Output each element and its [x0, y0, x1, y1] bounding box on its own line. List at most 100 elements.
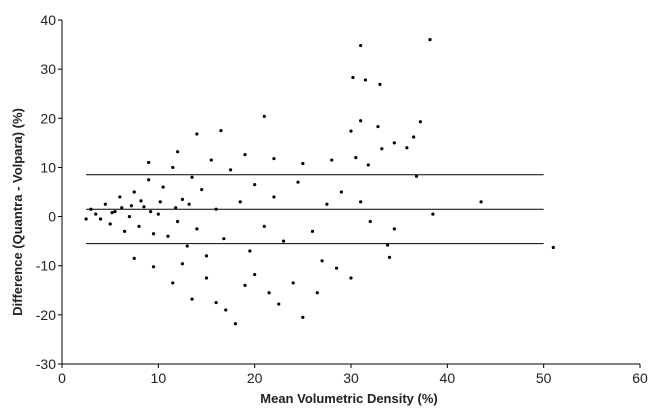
data-point — [204, 254, 209, 258]
data-point — [405, 146, 409, 150]
data-point — [243, 153, 247, 157]
data-point — [187, 202, 191, 206]
data-point — [296, 180, 300, 184]
data-point — [392, 227, 396, 231]
data-point — [414, 174, 419, 178]
data-point — [219, 128, 223, 133]
data-point — [267, 291, 271, 295]
data-point — [551, 245, 555, 250]
data-point — [209, 158, 213, 162]
data-point — [147, 178, 151, 182]
data-point — [368, 219, 372, 224]
data-point — [366, 163, 370, 167]
data-point — [325, 202, 329, 206]
data-point — [238, 200, 242, 204]
data-point — [156, 212, 160, 216]
data-point — [171, 165, 175, 170]
data-point — [84, 217, 88, 221]
data-point — [94, 212, 98, 216]
data-point — [195, 132, 199, 136]
data-point — [380, 147, 384, 151]
data-point — [158, 200, 162, 204]
data-point — [351, 75, 355, 80]
data-point — [132, 256, 136, 260]
data-point — [334, 266, 339, 270]
x-tick-label: 30 — [343, 370, 359, 386]
data-point — [110, 211, 114, 215]
data-point — [315, 291, 319, 295]
y-tick-label: 10 — [40, 159, 56, 175]
data-point — [412, 135, 416, 139]
data-point — [386, 243, 390, 247]
data-point — [151, 265, 156, 269]
data-point — [253, 272, 257, 277]
data-point — [376, 125, 380, 129]
data-point — [176, 219, 180, 224]
data-point — [272, 195, 276, 199]
data-point — [301, 315, 305, 319]
data-point — [431, 212, 435, 216]
data-point — [185, 244, 189, 248]
data-point — [359, 43, 363, 48]
data-point — [349, 129, 353, 133]
data-point — [330, 158, 334, 162]
data-point — [248, 249, 252, 253]
data-point — [129, 204, 133, 208]
y-axis-title: Difference (Quantra - Volpara) (%) — [10, 108, 25, 316]
data-point — [89, 207, 93, 211]
data-point — [108, 222, 112, 226]
data-point — [418, 120, 422, 124]
data-point — [190, 175, 194, 179]
data-point — [204, 276, 209, 280]
data-point — [118, 195, 122, 199]
data-point — [214, 300, 218, 305]
x-axis-title: Mean Volumetric Density (%) — [260, 391, 437, 406]
data-point — [142, 205, 146, 209]
data-point — [120, 206, 124, 210]
data-point — [253, 183, 257, 187]
y-tick-label: -20 — [36, 307, 56, 323]
x-tick-label: 60 — [632, 370, 648, 386]
data-point — [195, 227, 199, 231]
data-point — [363, 78, 368, 82]
data-point — [479, 200, 483, 204]
data-point — [428, 38, 432, 42]
x-tick-label: 50 — [536, 370, 552, 386]
data-point — [378, 82, 382, 86]
data-point — [147, 160, 151, 165]
y-tick-label: 30 — [40, 61, 56, 77]
data-point — [349, 276, 353, 280]
data-point — [359, 119, 363, 123]
data-point — [200, 187, 204, 192]
data-point — [103, 202, 107, 206]
x-tick-label: 40 — [440, 370, 456, 386]
data-point — [180, 262, 185, 266]
y-axis-title-group: Difference (Quantra - Volpara) (%) — [10, 108, 25, 316]
data-point — [149, 210, 153, 214]
data-point — [113, 210, 117, 214]
data-point — [310, 229, 315, 233]
data-point — [166, 234, 170, 238]
data-point — [359, 200, 363, 204]
data-point — [98, 217, 103, 221]
data-point — [127, 214, 132, 219]
data-point — [291, 281, 295, 285]
y-tick-label: 40 — [40, 12, 56, 28]
data-point — [161, 185, 165, 189]
data-point — [301, 161, 305, 166]
data-point — [354, 156, 358, 160]
plot-area: -30 -20 -10 0 10 20 30 40 0 10 20 30 40 50 60 — [36, 12, 648, 386]
data-point — [228, 168, 233, 172]
data-point — [320, 259, 324, 263]
data-point — [339, 190, 343, 194]
data-point — [132, 190, 136, 194]
y-tick-label: -30 — [36, 356, 56, 372]
data-point — [214, 207, 218, 211]
data-point — [151, 232, 156, 236]
data-point — [176, 150, 180, 154]
x-tick-label: 10 — [151, 370, 167, 386]
data-point — [387, 255, 392, 259]
data-point — [272, 156, 276, 161]
data-point — [222, 237, 226, 241]
